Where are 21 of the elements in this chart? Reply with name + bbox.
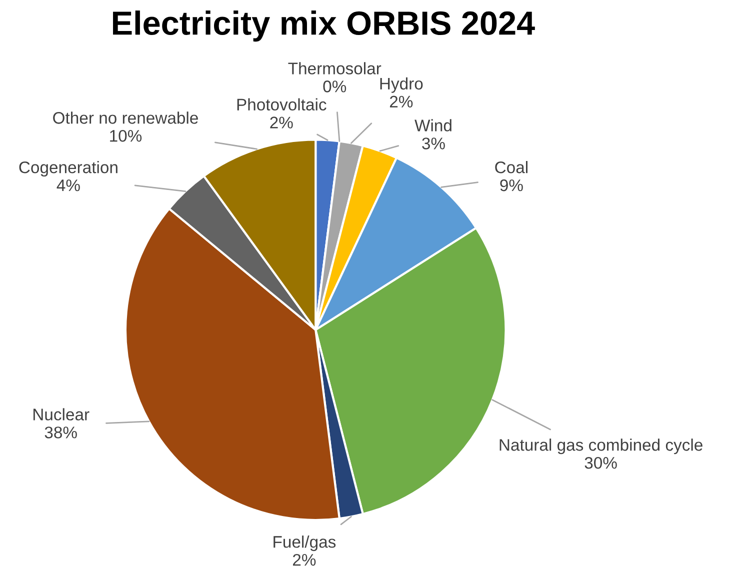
data-label: 9%	[500, 179, 523, 192]
chart-title: Electricity mix ORBIS 2024	[113, 10, 535, 42]
slice-label: Photovoltaic	[237, 98, 326, 111]
data-label: 30%	[584, 456, 617, 469]
slice-label: Cogeneration	[19, 161, 118, 177]
data-label: 2%	[390, 96, 413, 108]
data-label: 3%	[422, 138, 445, 150]
data-label: 2%	[292, 554, 316, 566]
slice-label: Coal	[495, 161, 528, 174]
slice-label: Other no renewable	[53, 112, 198, 124]
slice-label: Wind	[414, 119, 452, 132]
slice-label: Hydro	[380, 77, 423, 93]
data-label: 4%	[56, 179, 80, 192]
data-label: 10%	[110, 130, 142, 142]
slice-label: Natural gas combined cycle	[500, 438, 702, 454]
category-label: Thermosolar	[288, 62, 382, 74]
data-label: 2%	[270, 116, 293, 128]
slice-label: Fuel/gas	[274, 536, 336, 552]
slice-label: Nuclear	[33, 408, 90, 420]
text: 0%	[323, 80, 346, 92]
data-label: 38%	[44, 426, 77, 438]
